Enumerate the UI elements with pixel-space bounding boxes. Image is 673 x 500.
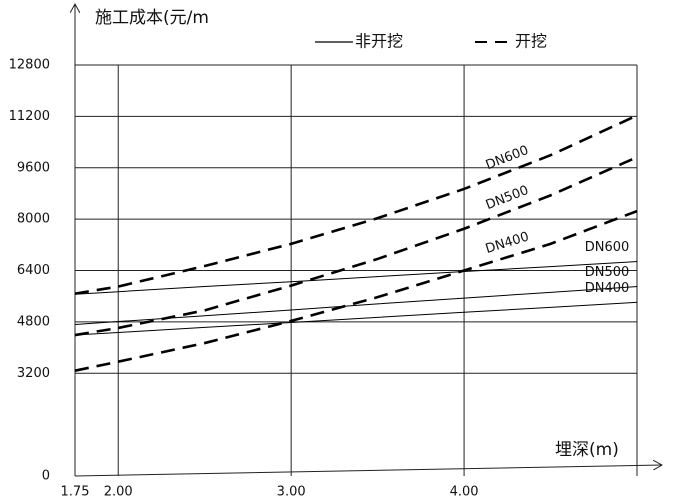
x-tick-label: 4.00 <box>450 485 479 500</box>
series-line <box>74 301 638 336</box>
series-line <box>74 155 638 337</box>
x-tick-label: 3.00 <box>277 485 306 500</box>
y-tick-label: 8000 <box>17 212 50 227</box>
x-tick-label: 1.75 <box>61 485 90 500</box>
series-line <box>74 261 638 295</box>
y-tick-label: 9600 <box>17 160 50 175</box>
series-line <box>74 114 638 295</box>
series-line <box>74 209 638 372</box>
legend-label: 开挖 <box>515 32 547 51</box>
legend-label: 非开挖 <box>355 32 403 51</box>
y-tick-label: 6400 <box>17 263 50 278</box>
series-line <box>74 286 638 325</box>
series-label: DN500 <box>484 183 531 213</box>
series-label: DN600 <box>484 143 531 173</box>
x-axis-title: 埋深(m) <box>555 440 619 460</box>
y-tick-label: 12800 <box>9 58 50 73</box>
x-tick-label: 2.00 <box>104 485 133 500</box>
y-tick-label: 3200 <box>17 366 50 381</box>
series-label: DN400 <box>585 281 630 296</box>
y-tick-label: 11200 <box>9 109 50 124</box>
series-label: DN600 <box>585 240 630 255</box>
y-tick-label: 0 <box>42 469 50 484</box>
x-axis <box>74 465 662 477</box>
y-tick-label: 4800 <box>17 314 50 329</box>
y-axis-title: 施工成本(元/m <box>95 8 209 28</box>
series-label: DN500 <box>585 265 630 280</box>
